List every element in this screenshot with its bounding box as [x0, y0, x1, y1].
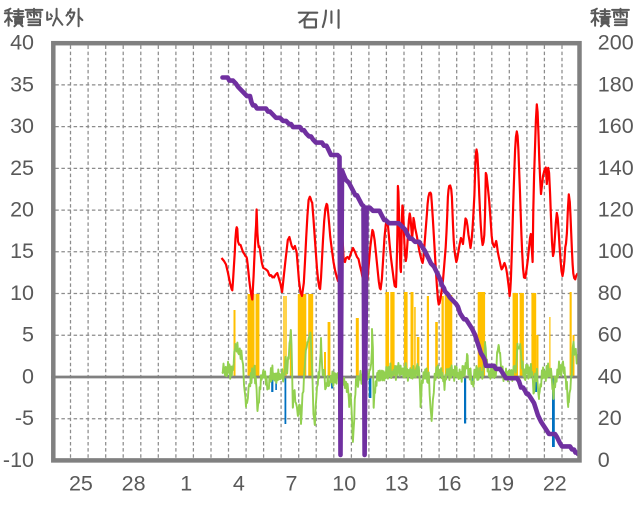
svg-text:30: 30: [10, 114, 34, 138]
svg-text:140: 140: [598, 156, 634, 180]
svg-text:180: 180: [598, 72, 634, 96]
svg-text:15: 15: [10, 239, 34, 263]
svg-text:120: 120: [598, 198, 634, 222]
svg-text:25: 25: [10, 156, 34, 180]
svg-text:40: 40: [10, 31, 34, 55]
svg-text:25: 25: [69, 472, 93, 496]
svg-text:10: 10: [332, 472, 356, 496]
svg-text:-5: -5: [15, 406, 34, 430]
svg-text:13: 13: [385, 472, 409, 496]
svg-text:4: 4: [233, 472, 245, 496]
svg-text:80: 80: [598, 281, 622, 305]
svg-text:100: 100: [598, 239, 634, 263]
svg-text:20: 20: [598, 406, 622, 430]
svg-text:200: 200: [598, 31, 634, 55]
svg-text:35: 35: [10, 72, 34, 96]
svg-text:60: 60: [598, 323, 622, 347]
svg-text:5: 5: [22, 323, 34, 347]
svg-text:0: 0: [598, 448, 610, 472]
svg-text:7: 7: [286, 472, 298, 496]
svg-text:1: 1: [180, 472, 192, 496]
svg-text:40: 40: [598, 364, 622, 388]
svg-text:16: 16: [438, 472, 462, 496]
svg-text:28: 28: [122, 472, 146, 496]
svg-text:-10: -10: [3, 448, 34, 472]
svg-text:10: 10: [10, 281, 34, 305]
svg-text:19: 19: [490, 472, 514, 496]
svg-text:160: 160: [598, 114, 634, 138]
svg-text:20: 20: [10, 198, 34, 222]
svg-text:22: 22: [543, 472, 567, 496]
svg-text:0: 0: [22, 364, 34, 388]
